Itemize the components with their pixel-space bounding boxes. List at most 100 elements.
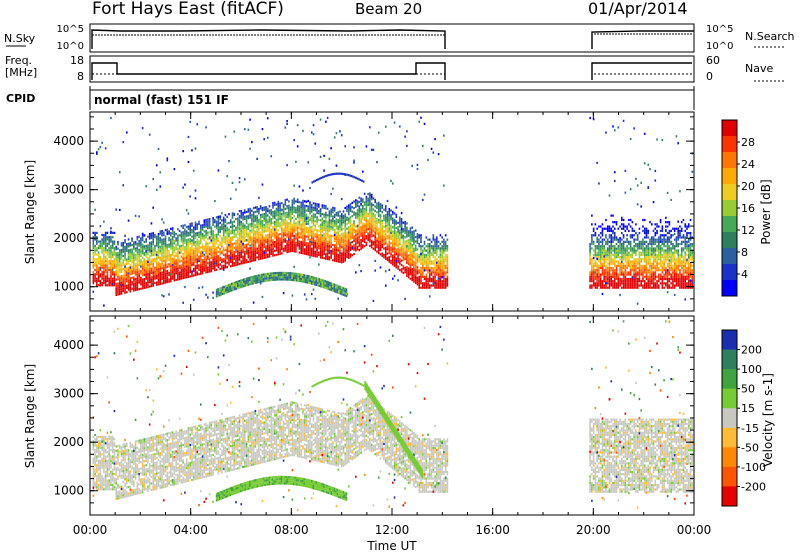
range-cell: [410, 251, 412, 253]
range-cell: [122, 246, 124, 248]
range-cell: [135, 243, 137, 245]
range-cell: [253, 255, 255, 257]
range-cell: [348, 220, 350, 222]
range-cell: [145, 267, 147, 269]
range-cell: [117, 258, 119, 260]
range-cell: [277, 220, 279, 222]
range-cell: [262, 251, 264, 253]
range-cell: [124, 235, 126, 237]
range-cell: [232, 254, 234, 256]
range-cell: [205, 267, 207, 269]
range-cell: [251, 240, 253, 242]
range-cell: [186, 232, 188, 234]
range-cell: [329, 247, 331, 249]
range-cell: [193, 250, 195, 252]
range-cell: [161, 267, 163, 269]
range-cell: [339, 239, 341, 241]
range-cell: [172, 227, 174, 229]
range-cell: [115, 285, 117, 287]
range-cell: [232, 252, 234, 254]
range-cell: [277, 201, 279, 203]
range-cell: [237, 222, 239, 224]
range-cell: [137, 251, 139, 253]
range-cell: [156, 266, 158, 268]
range-cell: [101, 278, 103, 280]
range-cell: [277, 214, 279, 216]
range-cell: [244, 178, 246, 180]
range-cell: [415, 262, 417, 264]
range-cell: [635, 278, 637, 280]
range-cell: [186, 256, 188, 258]
range-cell: [366, 202, 368, 204]
range-cell: [371, 218, 373, 220]
range-cell: [286, 216, 288, 218]
range-cell: [223, 223, 225, 225]
range-cell: [135, 278, 137, 280]
range-cell: [281, 237, 283, 239]
range-cell: [265, 226, 267, 228]
range-cell: [276, 221, 278, 223]
range-cell: [327, 258, 329, 260]
range-cell: [355, 214, 357, 216]
range-cell: [240, 225, 242, 227]
range-cell: [383, 243, 385, 245]
range-cell: [623, 263, 625, 265]
noise-sky-label: N.Sky: [4, 32, 36, 45]
range-cell: [131, 266, 133, 268]
freq-trace-2: [592, 63, 692, 80]
range-cell: [177, 241, 179, 243]
range-cell: [184, 263, 186, 265]
range-cell: [311, 208, 313, 210]
range-cell: [603, 276, 605, 278]
range-cell: [399, 249, 401, 251]
range-cell: [158, 240, 160, 242]
range-cell: [207, 225, 209, 227]
range-cell: [396, 242, 398, 244]
range-cell: [441, 287, 443, 289]
range-cell: [596, 239, 598, 241]
range-cell: [258, 223, 260, 225]
range-cell: [219, 222, 221, 224]
range-cell: [304, 235, 306, 237]
range-cell: [138, 268, 140, 270]
range-cell: [209, 218, 211, 220]
range-cell: [174, 266, 176, 268]
range-cell: [596, 237, 598, 239]
range-cell: [403, 250, 405, 252]
range-cell: [406, 251, 408, 253]
range-cell: [337, 228, 339, 230]
range-cell: [96, 240, 98, 242]
range-cell: [374, 199, 376, 201]
range-cell: [327, 230, 329, 232]
range-cell: [596, 273, 598, 275]
range-cell: [302, 239, 304, 241]
range-cell: [297, 240, 299, 242]
range-cell: [316, 236, 318, 238]
range-cell: [612, 125, 614, 127]
range-cell: [593, 284, 595, 286]
range-cell: [237, 261, 239, 263]
range-cell: [230, 226, 232, 228]
range-cell: [177, 254, 179, 256]
range-cell: [388, 230, 390, 232]
range-cell: [427, 249, 429, 251]
range-cell: [288, 238, 290, 240]
range-cell: [244, 209, 246, 211]
range-cell: [610, 252, 612, 254]
range-cell: [174, 275, 176, 277]
range-cell: [240, 221, 242, 223]
range-cell: [396, 227, 398, 229]
range-cell: [262, 222, 264, 224]
range-cell: [174, 257, 176, 259]
range-cell: [216, 256, 218, 258]
range-cell: [167, 244, 169, 246]
range-cell: [181, 260, 183, 262]
range-cell: [630, 282, 632, 284]
range-cell: [616, 254, 618, 256]
range-cell: [304, 237, 306, 239]
range-cell: [617, 263, 619, 265]
range-cell: [596, 276, 598, 278]
range-cell: [436, 271, 438, 273]
range-cell: [233, 262, 235, 264]
range-cell: [420, 245, 422, 247]
